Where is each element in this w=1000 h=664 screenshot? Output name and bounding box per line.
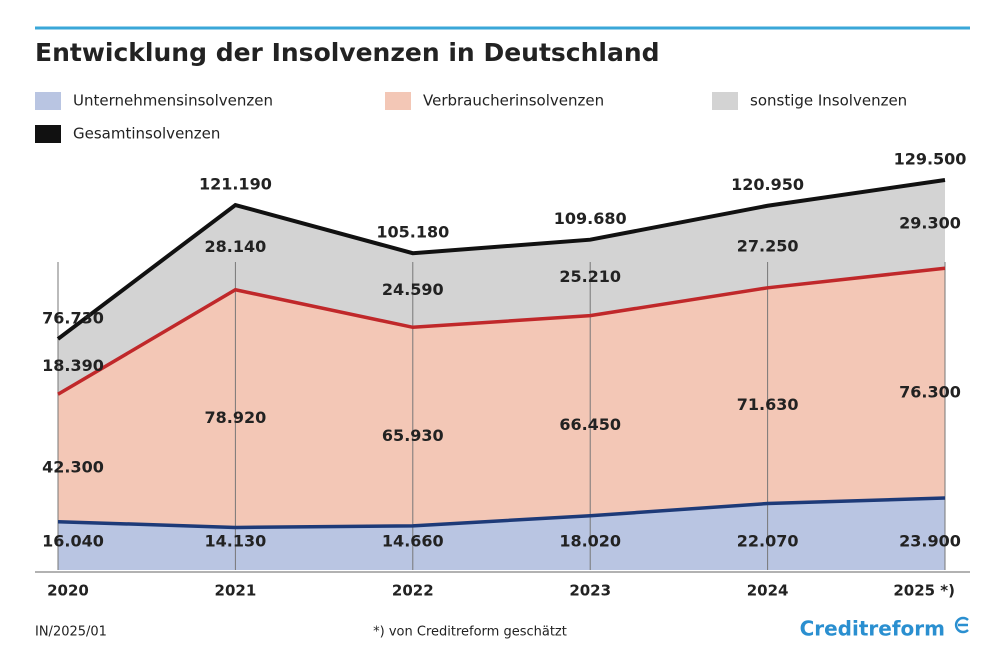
plot: 2020 2021 2022 2023 2024 2025 *) 16.040 14.130 1… — [42, 150, 966, 600]
value-label: 129.500 — [894, 150, 967, 169]
value-label: 18.020 — [559, 532, 621, 551]
legend-label: Unternehmensinsolvenzen — [73, 92, 273, 110]
legend-swatch — [385, 92, 411, 110]
value-label: 71.630 — [737, 395, 799, 414]
legend-swatch — [35, 92, 61, 110]
brand-logo — [954, 616, 969, 634]
x-tick-label: 2020 — [47, 582, 89, 600]
legend-swatch — [712, 92, 738, 110]
area-line — [57, 266, 946, 396]
value-label: 22.070 — [737, 532, 799, 551]
source: IN/2025/01 — [35, 625, 107, 640]
legend-swatch — [35, 125, 61, 143]
value-label: 29.300 — [899, 214, 961, 233]
legend-label: Verbraucherinsolvenzen — [423, 92, 604, 110]
brand: Creditreform — [800, 617, 945, 641]
value-label: 78.920 — [205, 408, 267, 427]
value-label: 27.250 — [737, 236, 799, 255]
value-label: 109.680 — [554, 209, 627, 228]
value-label: 121.190 — [199, 175, 272, 194]
value-label: 42.300 — [42, 457, 104, 476]
value-label: 14.130 — [205, 532, 267, 551]
x-tick-label: 2022 — [392, 582, 434, 600]
x-tick-label: 2023 — [569, 582, 611, 600]
legend-label: Gesamtinsolvenzen — [73, 125, 220, 143]
value-label: 105.180 — [376, 223, 449, 242]
area-line — [57, 496, 946, 530]
value-label: 28.140 — [205, 237, 267, 256]
value-label: 120.950 — [731, 175, 804, 194]
note: *) von Creditreform geschätzt — [373, 625, 567, 640]
x-tick-label: 2024 — [747, 582, 789, 600]
area — [58, 180, 945, 395]
value-label: 65.930 — [382, 426, 444, 445]
value-label: 76.730 — [42, 308, 104, 327]
value-label: 14.660 — [382, 532, 444, 551]
x-tick-label: 2025 *) — [893, 582, 955, 600]
value-label: 25.210 — [559, 267, 621, 286]
area — [58, 268, 945, 528]
value-label: 23.900 — [899, 532, 961, 551]
value-label: 16.040 — [42, 532, 104, 551]
value-label: 66.450 — [559, 415, 621, 434]
value-label: 76.300 — [899, 383, 961, 402]
legend-label: sonstige Insolvenzen — [750, 92, 907, 110]
legend: Unternehmensinsolvenzen Verbraucherinsolv… — [35, 92, 907, 143]
total-line — [56, 178, 946, 341]
value-label: 18.390 — [42, 356, 104, 375]
x-tick-label: 2021 — [215, 582, 257, 600]
value-label: 24.590 — [382, 280, 444, 299]
chart-title: Entwicklung der Insolvenzen in Deutschla… — [35, 38, 660, 67]
area — [58, 498, 945, 570]
